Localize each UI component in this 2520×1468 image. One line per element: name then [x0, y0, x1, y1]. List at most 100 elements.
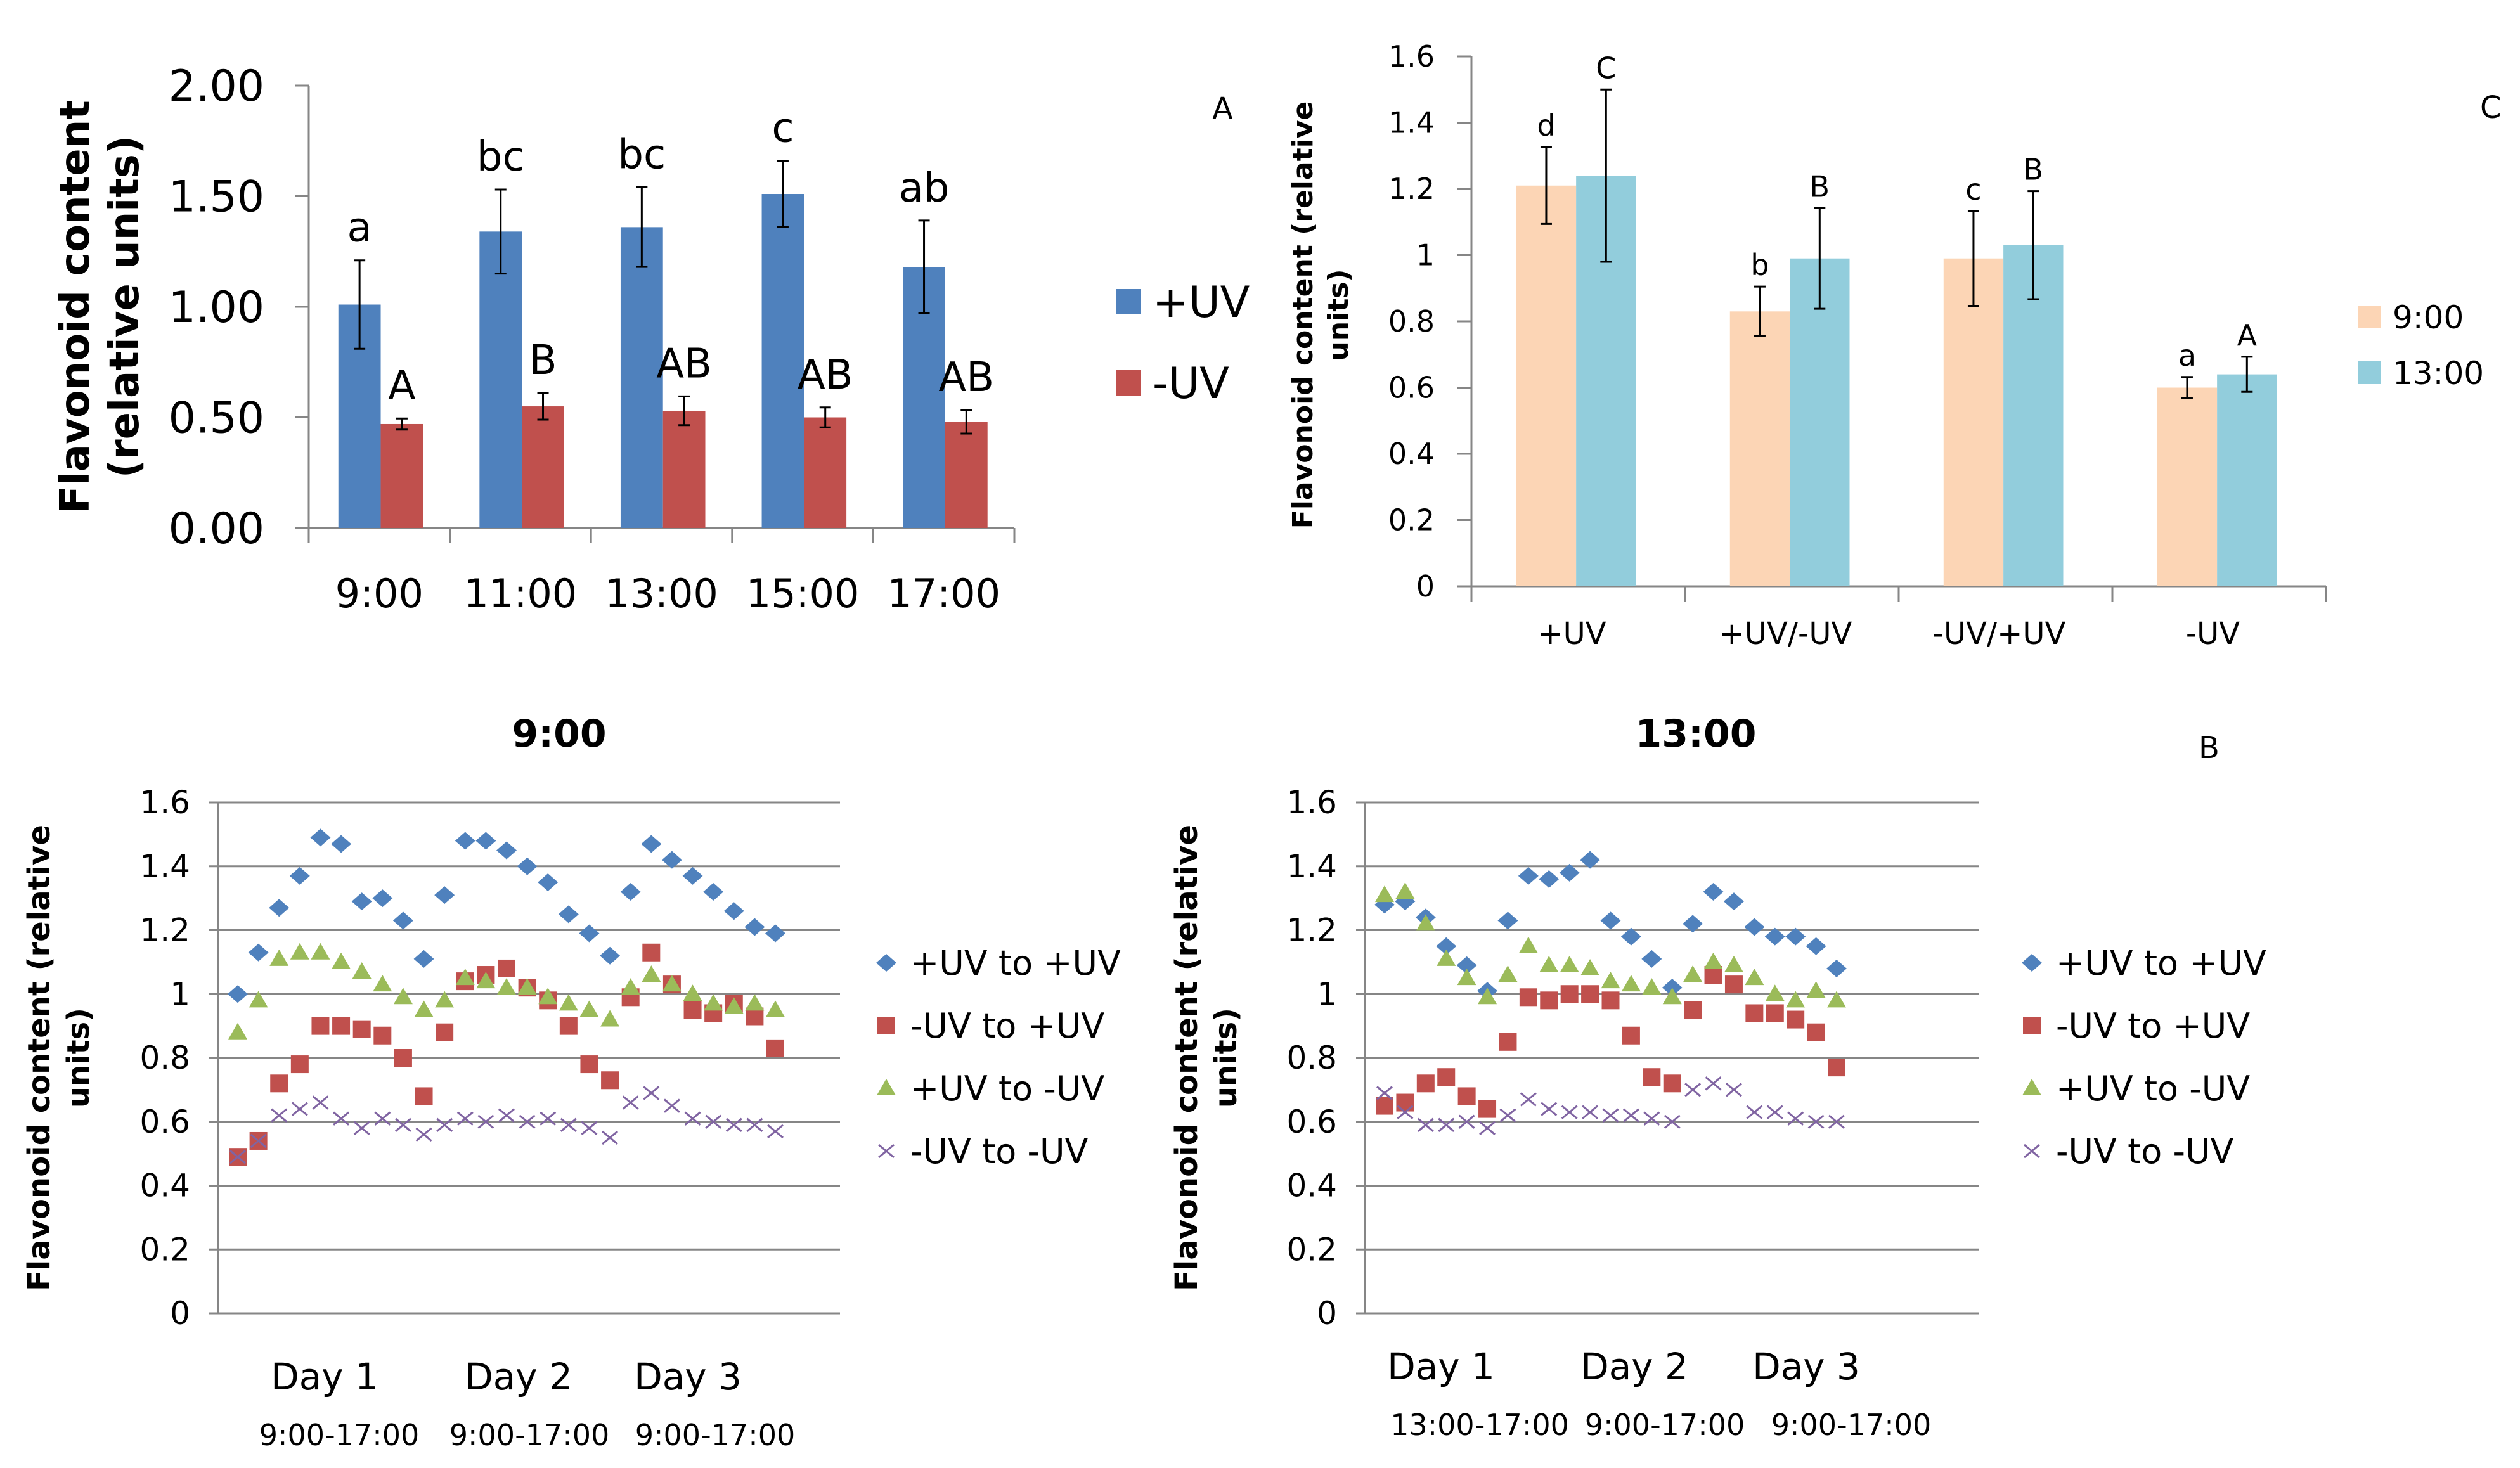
data-point-uv-to-uv: [1787, 1010, 1805, 1029]
significance-letter: a: [2178, 338, 2196, 373]
y-tick-label: 1.6: [1286, 784, 1337, 821]
series-uv-to-uv: [1376, 1076, 1845, 1135]
data-point-uv-to-uv: [1560, 955, 1579, 972]
x-group-range-label: 9:00-17:00: [449, 1418, 609, 1452]
data-point-uv-to-uv: [580, 1055, 598, 1074]
significance-letter: bc: [477, 134, 525, 181]
y-tick-label: 1.2: [1286, 912, 1337, 949]
data-point-uv-to-uv: [228, 1022, 247, 1040]
x-group-day-label: Day 2: [465, 1355, 572, 1398]
legend-label-uv-to-uv: +UV to +UV: [910, 943, 1121, 983]
x-group-day-label: Day 1: [1387, 1345, 1495, 1388]
data-point-uv-to-uv: [413, 950, 434, 968]
significance-letter: a: [347, 205, 372, 252]
data-point-uv-to-uv: [1437, 1068, 1456, 1086]
data-point-uv-to-uv: [1457, 1087, 1476, 1105]
data-point-uv-to-uv: [1826, 959, 1847, 977]
data-point-uv-to-uv: [1643, 1111, 1660, 1126]
data-point-uv-to-uv: [1785, 927, 1806, 946]
bar-uv-13-00: [662, 411, 706, 528]
data-point-uv-to-uv: [1807, 1114, 1825, 1129]
data-point-uv-to-uv: [1622, 1108, 1639, 1123]
significance-letter: AB: [938, 354, 994, 401]
legend-label-uv-to-uv: -UV to -UV: [2056, 1131, 2234, 1171]
significance-letter: AB: [798, 352, 853, 399]
data-point-uv-to-uv: [414, 1000, 434, 1017]
legend-label-uv-to-uv: +UV to -UV: [2056, 1069, 2250, 1109]
data-point-uv-to-uv: [1643, 1068, 1661, 1086]
data-point-uv-to-uv: [1499, 1108, 1516, 1123]
legend-marker-uv-to-uv: [877, 1079, 896, 1095]
x-tick-label: 11:00: [464, 570, 578, 617]
significance-letter: b: [1750, 248, 1769, 282]
data-point-uv-to-uv: [290, 1055, 309, 1074]
legend-swatch-uv: [1116, 370, 1141, 396]
data-point-uv-to-uv: [497, 978, 516, 995]
data-point-uv-to-uv: [1828, 1059, 1845, 1077]
bar-uv-15-00: [804, 417, 847, 528]
y-tick-label: 0: [170, 1295, 190, 1332]
significance-letter: C: [1596, 51, 1616, 85]
series-uv-to-uv: [1374, 851, 1847, 1000]
data-point-uv-to-uv: [1456, 956, 1477, 974]
data-point-uv-to-uv: [1744, 918, 1765, 936]
data-point-uv-to-uv: [1539, 955, 1559, 972]
bar-chart-a: 0.00 0.50 1.00 1.50 2.00 Flavonoid content(re…: [52, 61, 1250, 617]
data-point-uv-to-uv: [1684, 1001, 1702, 1019]
data-point-uv-to-uv: [744, 918, 765, 936]
legend-label-9-00: 9:00: [2393, 299, 2464, 336]
significance-letter: B: [529, 337, 557, 384]
y-axis-title: Flavonoid content(relative units): [52, 100, 148, 513]
data-point-uv-to-uv: [1561, 1105, 1578, 1119]
significance-letter: B: [2024, 153, 2044, 187]
data-point-uv-to-uv: [1518, 866, 1539, 885]
data-point-uv-to-uv: [1806, 937, 1826, 955]
data-point-uv-to-uv: [558, 905, 579, 924]
data-point-uv-to-uv: [311, 943, 330, 960]
data-point-uv-to-uv: [1479, 1121, 1496, 1135]
data-point-uv-to-uv: [1724, 975, 1743, 994]
legend-marker-uv-to-uv: [877, 1017, 895, 1034]
data-point-uv-to-uv: [1417, 1117, 1434, 1132]
data-point-uv-to-uv: [1621, 975, 1641, 992]
x-tick-label: -UV/+UV: [1933, 616, 2066, 652]
legend-swatch-13-00: [2358, 361, 2381, 384]
y-tick-label: 0: [1416, 569, 1435, 603]
series-uv-to-uv: [228, 943, 785, 1040]
data-point-uv-to-uv: [1663, 1074, 1681, 1093]
data-point-uv-to-uv: [683, 984, 702, 1001]
y-tick-label: 0.4: [1388, 437, 1435, 471]
data-point-uv-to-uv: [682, 866, 703, 885]
data-point-uv-to-uv: [538, 873, 559, 891]
data-point-uv-to-uv: [622, 1095, 639, 1110]
data-point-uv-to-uv: [456, 1111, 474, 1126]
data-point-uv-to-uv: [642, 943, 661, 962]
bar-uv-11-00: [479, 231, 522, 528]
data-point-uv-to-uv: [455, 969, 475, 986]
data-point-uv-to-uv: [291, 1102, 308, 1116]
series-uv-to-uv: [1376, 966, 1845, 1118]
data-point-uv-to-uv: [1806, 981, 1826, 998]
data-point-uv-to-uv: [436, 1117, 453, 1132]
data-point-uv-to-uv: [703, 883, 724, 901]
x-group-range-label: 9:00-17:00: [1585, 1408, 1745, 1442]
x-tick-label: 9:00: [335, 570, 423, 617]
data-point-uv-to-uv: [1683, 915, 1703, 933]
data-point-uv-to-uv: [705, 1114, 722, 1129]
legend-label-uv-to-uv: +UV to +UV: [2056, 943, 2266, 983]
y-tick-label: 2.00: [169, 61, 264, 112]
significance-letter: c: [1965, 172, 1981, 207]
data-point-uv-to-uv: [1764, 927, 1785, 946]
y-axis-title-line: (relative units): [101, 136, 148, 478]
y-tick-label: 1.6: [1388, 39, 1435, 74]
data-point-uv-to-uv: [229, 1150, 246, 1164]
y-axis-title: Flavonoid content (relative units): [1169, 825, 1244, 1291]
x-group-day-label: Day 3: [1752, 1345, 1860, 1388]
data-point-uv-to-uv: [1539, 870, 1560, 888]
data-point-uv-to-uv: [1642, 978, 1662, 995]
y-tick-label: 0.4: [1286, 1168, 1337, 1204]
data-point-uv-to-uv: [1395, 882, 1415, 899]
data-point-uv-to-uv: [1745, 969, 1764, 986]
significance-letter: c: [772, 105, 794, 152]
